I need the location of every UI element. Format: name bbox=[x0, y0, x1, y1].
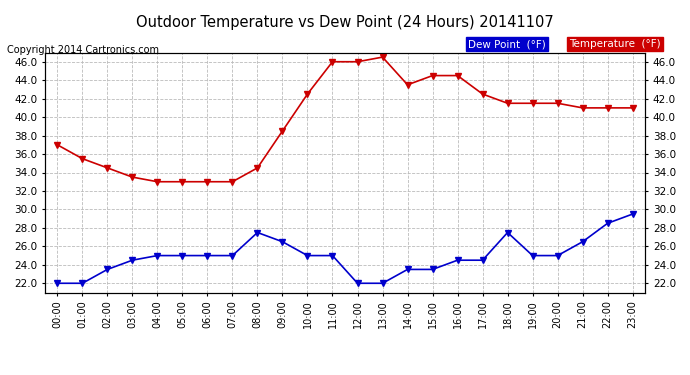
Text: Dew Point  (°F): Dew Point (°F) bbox=[468, 39, 546, 50]
Text: Outdoor Temperature vs Dew Point (24 Hours) 20141107: Outdoor Temperature vs Dew Point (24 Hou… bbox=[136, 15, 554, 30]
Text: Copyright 2014 Cartronics.com: Copyright 2014 Cartronics.com bbox=[7, 45, 159, 55]
Text: Temperature  (°F): Temperature (°F) bbox=[569, 39, 661, 50]
